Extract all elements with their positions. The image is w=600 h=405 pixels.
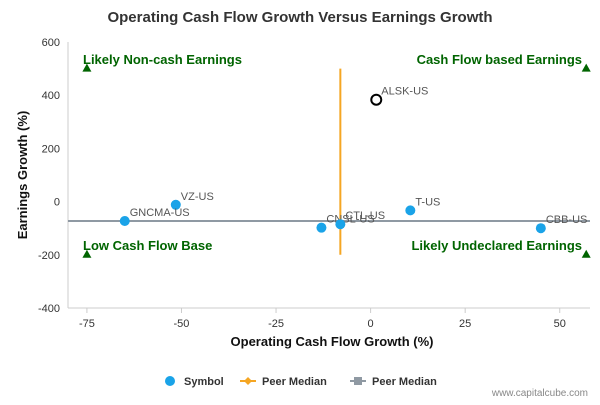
- x-tick-label: 50: [554, 318, 566, 330]
- y-tick-label: -400: [38, 303, 60, 315]
- triangle-marker-icon: [581, 63, 591, 72]
- x-tick-label: -25: [268, 318, 284, 330]
- data-point-label: VZ-US: [181, 191, 214, 203]
- axes: -75 -50 -25 0 25 50 -400 -200 0 200 400 600: [38, 37, 590, 330]
- legend-symbol-dot-icon: [165, 376, 175, 386]
- y-tick-label: -200: [38, 250, 60, 262]
- legend: Symbol Peer Median Peer Median: [165, 376, 437, 388]
- data-point: [535, 223, 546, 234]
- legend-label: Peer Median: [372, 376, 437, 388]
- data-point: [335, 219, 346, 230]
- triangle-marker-icon: [581, 249, 591, 258]
- data-point-label: CBB-US: [546, 214, 588, 226]
- y-axis-title: Earnings Growth (%): [15, 111, 30, 240]
- quadrant-label-top-right: Cash Flow based Earnings: [417, 52, 582, 67]
- y-tick-label: 400: [42, 90, 60, 102]
- y-tick-label: 200: [42, 143, 60, 155]
- watermark: www.capitalcube.com: [491, 388, 588, 399]
- chart-title: Operating Cash Flow Growth Versus Earnin…: [107, 9, 492, 26]
- data-point: [316, 222, 327, 233]
- x-tick-label: -50: [174, 318, 190, 330]
- quadrant-label-bottom-right: Likely Undeclared Earnings: [411, 238, 582, 253]
- data-point: [119, 216, 130, 227]
- triangle-marker-icon: [82, 63, 92, 72]
- data-point-label: T-US: [415, 196, 440, 208]
- data-point: [405, 205, 416, 216]
- y-tick-label: 600: [42, 37, 60, 49]
- legend-label: Peer Median: [262, 376, 327, 388]
- data-point-label: CTL-US: [345, 210, 385, 222]
- quadrant-labels: Likely Non-cash Earnings Cash Flow based …: [82, 52, 591, 258]
- triangle-marker-icon: [82, 249, 92, 258]
- legend-square-icon: [354, 377, 362, 385]
- x-tick-label: -75: [79, 318, 95, 330]
- peer-median-lines: [68, 68, 590, 255]
- data-point-highlight: [370, 93, 383, 106]
- legend-diamond-icon: [244, 377, 252, 385]
- x-tick-label: 0: [368, 318, 374, 330]
- data-point-label: GNCMA-US: [130, 207, 190, 219]
- x-axis-title: Operating Cash Flow Growth (%): [231, 334, 434, 349]
- y-tick-label: 0: [54, 197, 60, 209]
- data-point: [170, 199, 181, 210]
- legend-label: Symbol: [184, 376, 224, 388]
- data-points: ALSK-USVZ-USGNCMA-USCNSL-USCTL-UST-USCBB…: [119, 86, 588, 234]
- data-point-label: ALSK-US: [381, 86, 428, 98]
- quadrant-label-bottom-left: Low Cash Flow Base: [83, 238, 212, 253]
- quadrant-label-top-left: Likely Non-cash Earnings: [83, 52, 242, 67]
- x-tick-label: 25: [459, 318, 471, 330]
